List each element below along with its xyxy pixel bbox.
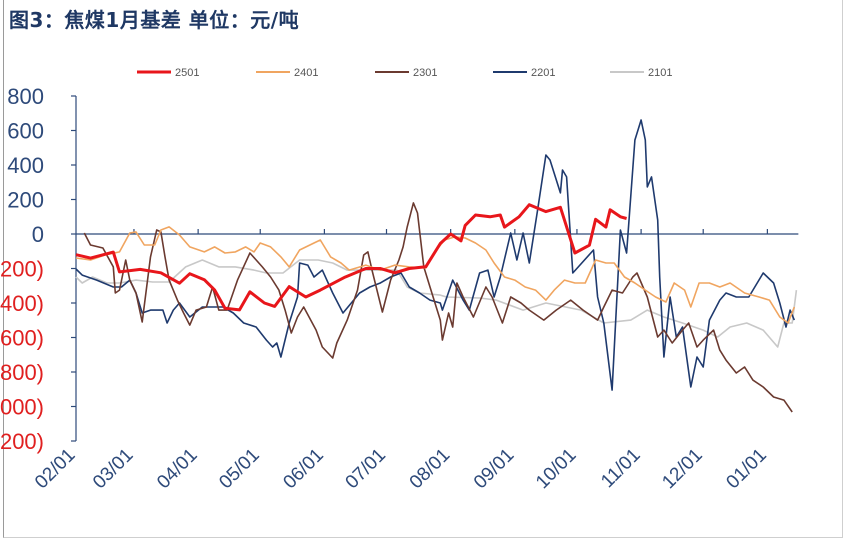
y-tick-label: (1,000) [0,395,44,420]
legend-label: 2401 [294,67,318,79]
x-tick-label: 03/01 [89,445,137,493]
series-line-2401 [75,226,796,324]
series-line-2201 [75,119,796,391]
legend-item-2101: 2101 [610,67,672,79]
y-tick-label: 400 [7,153,44,178]
y-tick-label: (600) [0,326,44,351]
series-group [75,119,798,413]
legend-item-2501: 2501 [137,67,199,79]
legend-item-2301: 2301 [375,67,437,79]
legend-label: 2201 [531,67,555,79]
legend: 2501 2401 2301 2201 2101 [137,67,672,79]
y-tick-label: (400) [0,291,44,316]
legend-label: 2301 [413,67,437,79]
series-line-2101 [75,259,798,348]
x-tick-label: 04/01 [153,445,201,493]
x-tick-label: 11/01 [597,445,644,492]
legend-item-2201: 2201 [493,67,555,79]
y-tick-label: (800) [0,360,44,385]
x-tick-label: 08/01 [406,445,454,493]
y-tick-label: 800 [7,84,44,109]
series-line-2301 [83,202,793,413]
legend-item-2401: 2401 [256,67,318,79]
y-tick-label: 0 [32,222,44,247]
legend-label: 2101 [648,67,672,79]
x-tick-label: 06/01 [279,445,327,493]
y-tick-label: (1,200) [0,429,44,454]
y-tick-label: 600 [7,119,44,144]
x-tick-label: 01/01 [722,445,770,493]
x-tick-label: 10/01 [532,445,580,493]
y-tick-label: 200 [7,188,44,213]
x-tick-label: 05/01 [215,445,263,493]
x-tick-label: 09/01 [470,445,518,493]
y-tick-label: (200) [0,257,44,282]
legend-label: 2501 [175,67,199,79]
chart-title: 图3：焦煤1月基差 单位：元/吨 [9,8,300,32]
x-tick-label: 07/01 [342,445,390,493]
series-line-2501 [75,203,627,312]
x-tick-label: 12/01 [658,445,706,493]
